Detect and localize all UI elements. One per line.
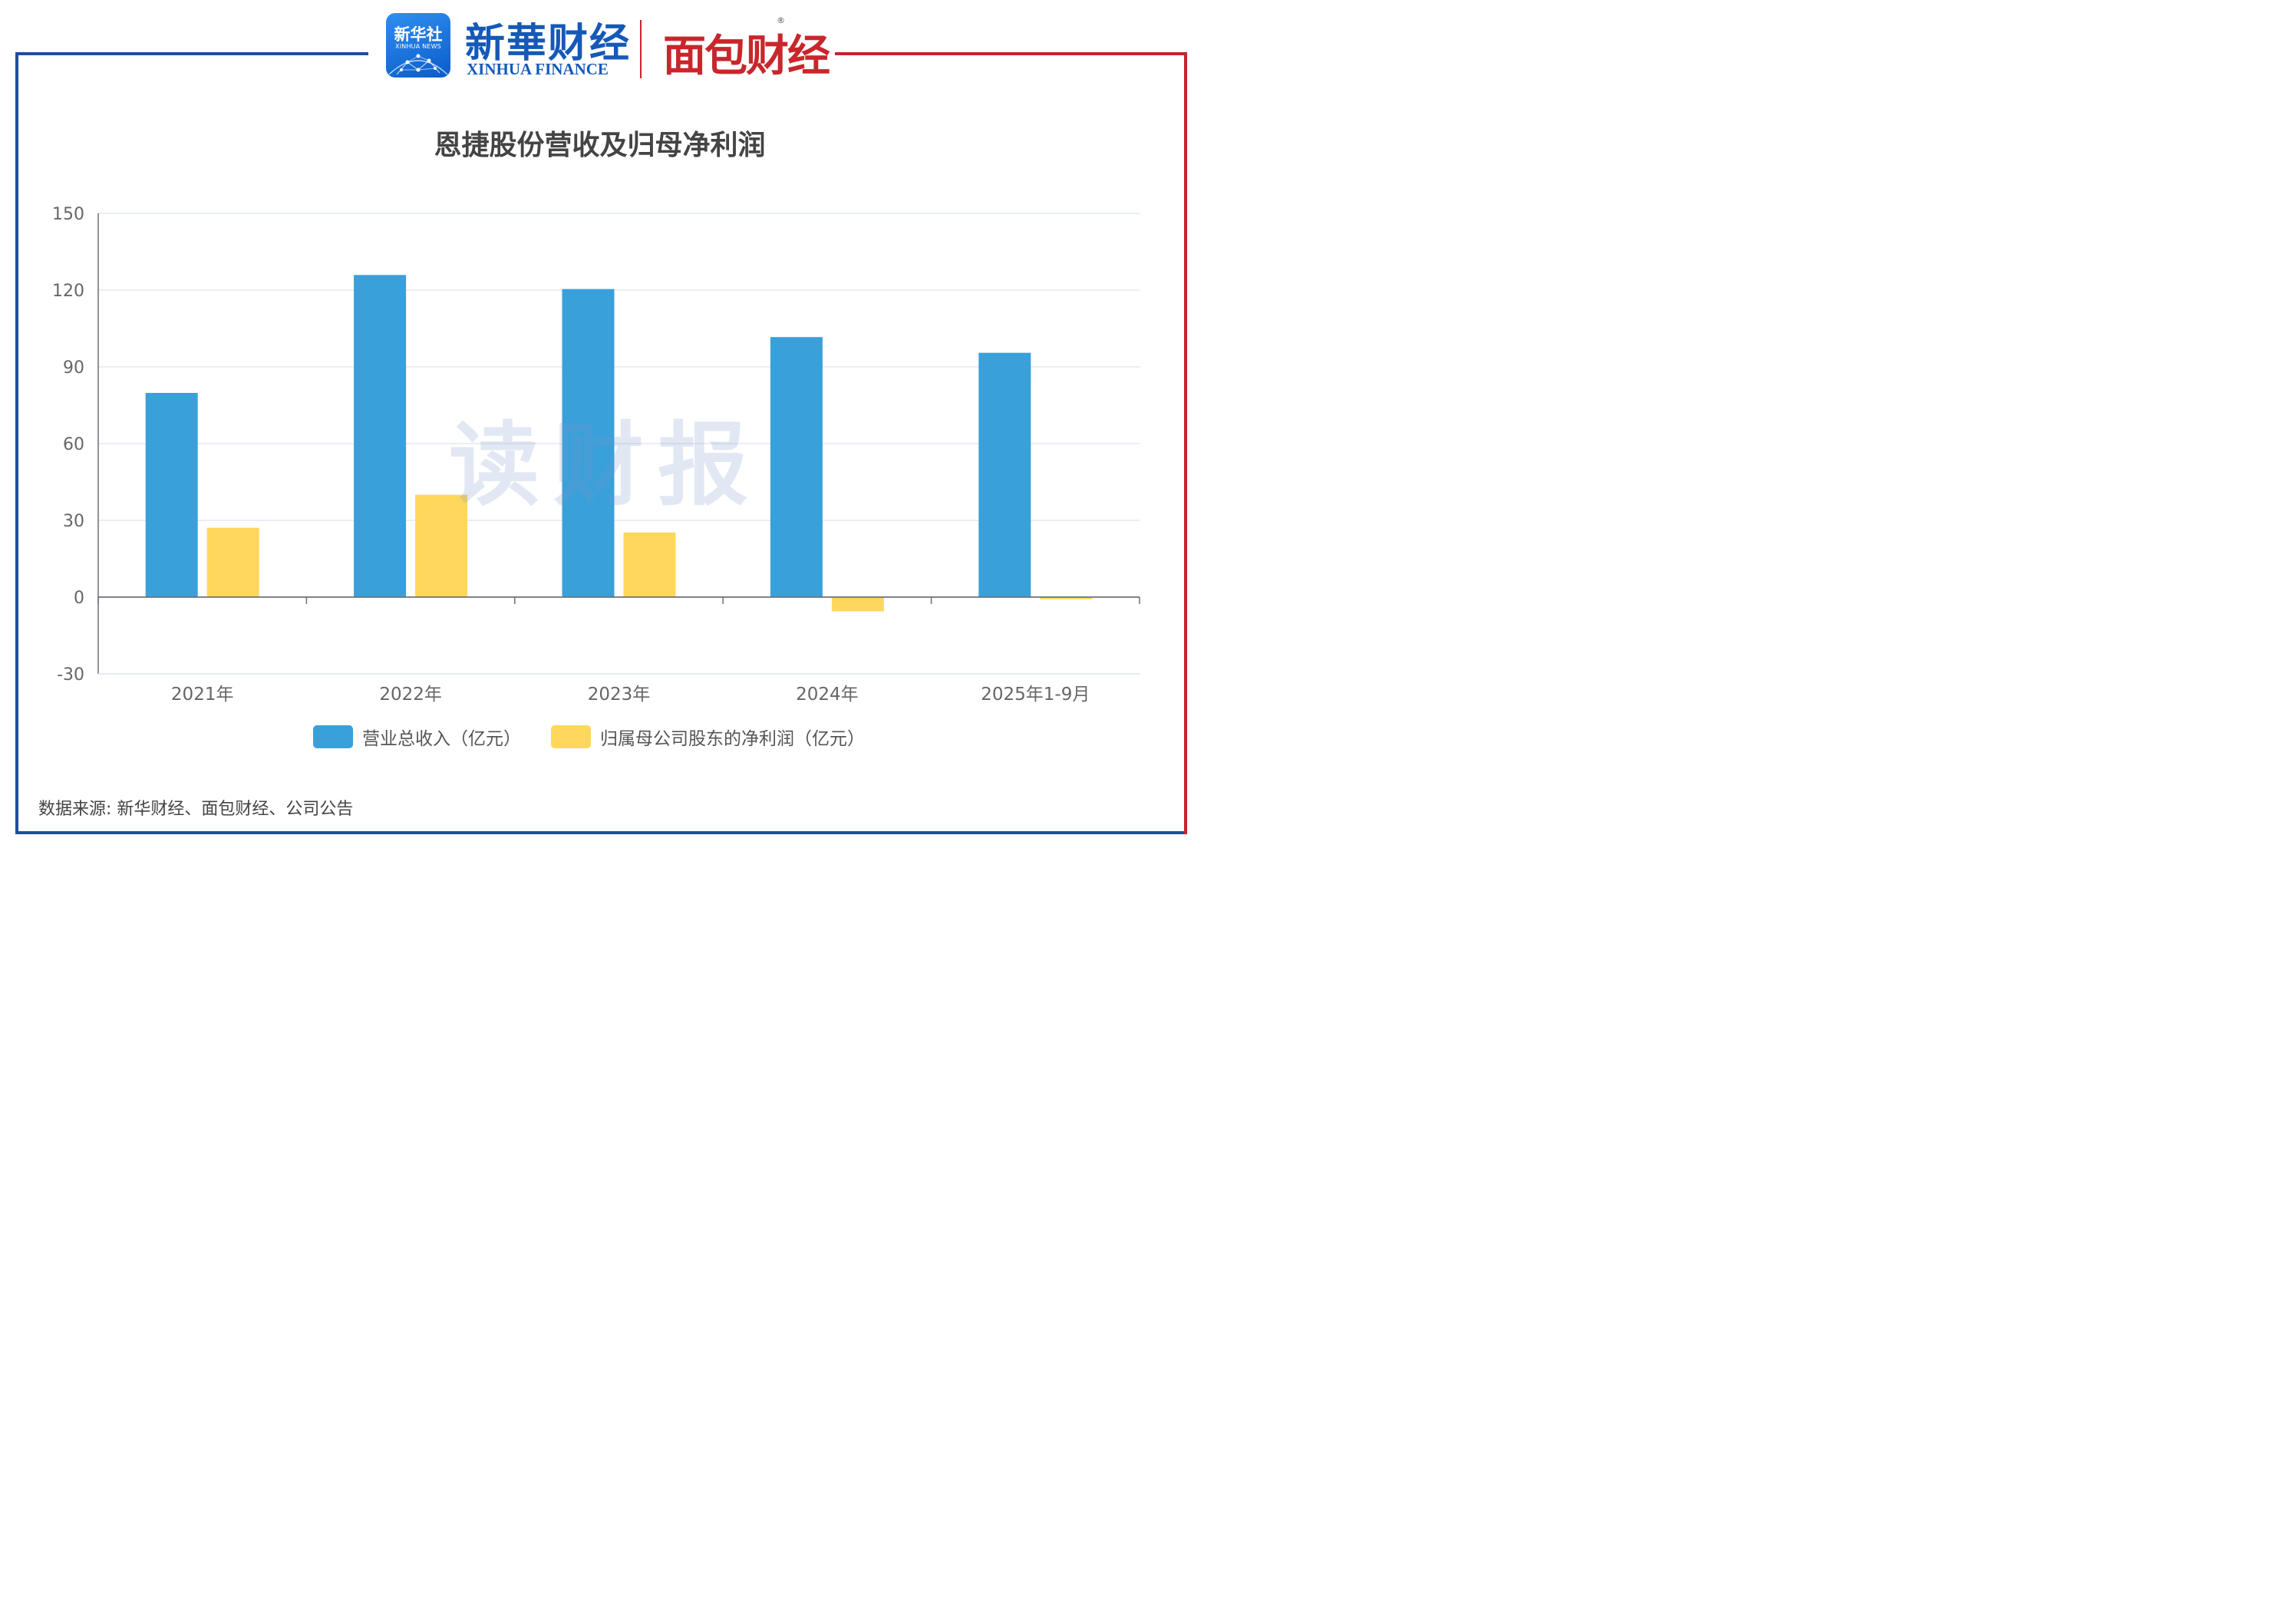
frame-bottom-border (15, 831, 1187, 834)
chart-title: 恩捷股份营收及归母净利润 (434, 130, 766, 161)
frame-top-left-border (15, 52, 368, 55)
y-tick-label: 150 (52, 205, 84, 224)
net-profit-bar-4[interactable] (831, 597, 884, 612)
y-tick-label: 60 (63, 435, 84, 454)
x-category-label: 2024年 (796, 685, 859, 705)
axes (97, 213, 1140, 675)
net-profit-bar-2[interactable] (415, 494, 468, 597)
net-profit-bar-3[interactable] (623, 532, 676, 597)
x-category-label: 2023年 (588, 685, 651, 705)
legend-label-net-profit: 归属母公司股东的净利润（亿元） (600, 729, 865, 749)
header-logos: 新华社 XINHUA NEWS 新華财经 XINHUA FINANCE 面包财经… (384, 11, 830, 81)
legend-item-revenue[interactable]: 营业总收入（亿元） (313, 721, 521, 752)
xinhua-finance-logo-en: XINHUA FINANCE (467, 60, 609, 78)
revenue-bar-4[interactable] (770, 337, 823, 597)
net-profit-bar-5[interactable] (1040, 597, 1093, 599)
x-category-label: 2025年1-9月 (981, 685, 1090, 705)
revenue-bar-1[interactable] (145, 392, 198, 597)
net-profit-bar-1[interactable] (206, 527, 259, 597)
frame-top-right-border (835, 52, 1186, 55)
legend-label-revenue: 营业总收入（亿元） (362, 729, 521, 749)
y-axis-ticks: 150 120 90 60 30 0 -30 (52, 205, 84, 685)
x-category-label: 2021年 (171, 685, 234, 705)
legend-swatch-revenue (313, 725, 353, 748)
xinhua-finance-logo-cn: 新華财经 (465, 20, 632, 67)
logo-divider (640, 20, 642, 78)
revenue-bar-5[interactable] (978, 352, 1031, 597)
revenue-bar-2[interactable] (354, 275, 407, 597)
y-tick-label: 30 (63, 512, 84, 531)
x-category-label: 2022年 (379, 685, 442, 705)
revenue-bar-3[interactable] (562, 289, 615, 597)
y-tick-label: -30 (57, 665, 84, 685)
registered-mark: ® (777, 15, 785, 25)
mianbao-finance-logo: 面包财经 (663, 31, 830, 81)
x-axis-categories: 2021年 2022年 2023年 2024年 2025年1-9月 (171, 685, 1090, 705)
data-source-note: 数据来源: 新华财经、面包财经、公司公告 (38, 800, 354, 819)
y-tick-label: 0 (74, 589, 84, 608)
xinhua-badge-cn: 新华社 (394, 25, 443, 44)
xinhua-news-logo: 新华社 XINHUA NEWS (386, 13, 450, 78)
globe-network-icon (388, 54, 448, 75)
frame-right-border (1184, 52, 1187, 834)
legend-swatch-net-profit (551, 725, 591, 748)
xinhua-badge-en: XINHUA NEWS (395, 43, 441, 50)
legend-item-net-profit[interactable]: 归属母公司股东的净利润（亿元） (551, 721, 865, 752)
y-tick-label: 120 (52, 282, 84, 301)
bars (145, 275, 1093, 612)
y-tick-label: 90 (63, 358, 84, 378)
frame-left-border (15, 52, 18, 834)
